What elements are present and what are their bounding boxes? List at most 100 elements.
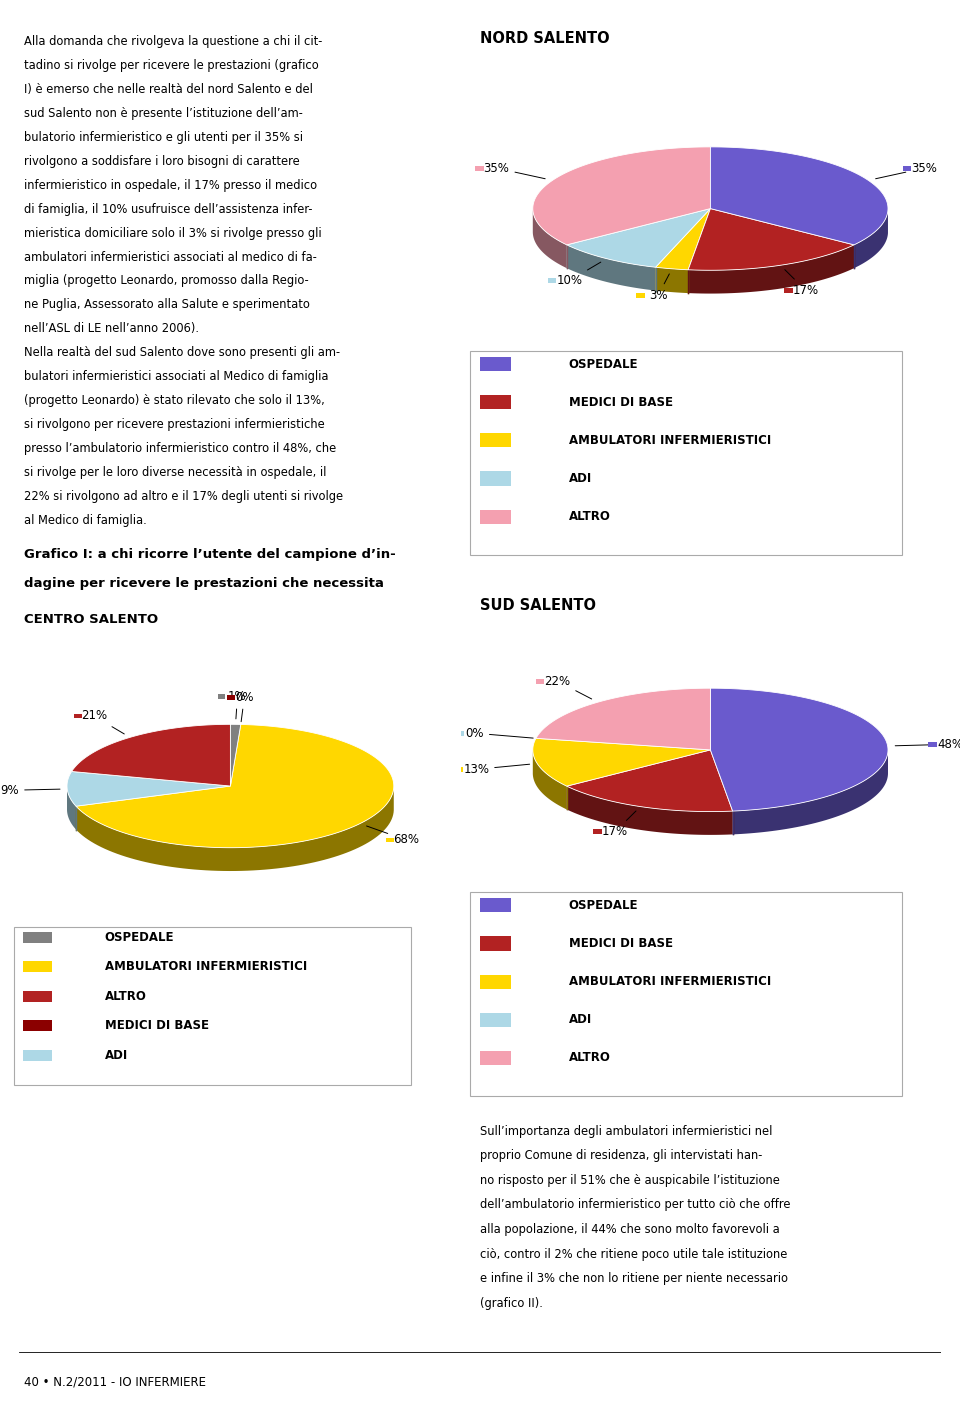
Text: ne Puglia, Assessorato alla Salute e sperimentato: ne Puglia, Assessorato alla Salute e spe…: [24, 298, 310, 311]
Bar: [548, 278, 557, 283]
Text: 35%: 35%: [876, 162, 937, 179]
Text: alla popolazione, il 44% che sono molto favorevoli a: alla popolazione, il 44% che sono molto …: [480, 1223, 780, 1236]
Polygon shape: [536, 688, 710, 749]
Polygon shape: [533, 146, 710, 245]
Polygon shape: [710, 146, 888, 245]
Bar: [475, 166, 484, 170]
Bar: [227, 695, 235, 700]
Bar: [480, 433, 511, 447]
Text: 13%: 13%: [463, 763, 530, 776]
Bar: [784, 288, 793, 292]
Text: 0%: 0%: [235, 690, 253, 721]
Text: tadino si rivolge per ricevere le prestazioni (grafico: tadino si rivolge per ricevere le presta…: [24, 59, 319, 72]
Text: di famiglia, il 10% usufruisce dell’assistenza infer-: di famiglia, il 10% usufruisce dell’assi…: [24, 202, 313, 215]
Text: OSPEDALE: OSPEDALE: [568, 357, 638, 371]
Text: ALTRO: ALTRO: [105, 990, 147, 1002]
Text: mieristica domiciliare solo il 3% si rivolge presso gli: mieristica domiciliare solo il 3% si riv…: [24, 226, 322, 239]
Text: 1%: 1%: [228, 690, 247, 718]
Text: 0%: 0%: [466, 727, 533, 740]
Bar: [480, 471, 511, 485]
Text: AMBULATORI INFERMIERISTICI: AMBULATORI INFERMIERISTICI: [105, 960, 307, 973]
Polygon shape: [732, 749, 888, 834]
Polygon shape: [533, 751, 566, 810]
Polygon shape: [67, 772, 230, 806]
Text: SUD SALENTO: SUD SALENTO: [480, 598, 596, 613]
Text: sud Salento non è presente l’istituzione dell’am-: sud Salento non è presente l’istituzione…: [24, 107, 302, 120]
Text: CENTRO SALENTO: CENTRO SALENTO: [24, 613, 158, 626]
Polygon shape: [656, 267, 688, 292]
Bar: [536, 679, 544, 683]
Bar: [23, 962, 52, 972]
Polygon shape: [533, 738, 710, 786]
Bar: [480, 395, 511, 409]
Polygon shape: [566, 749, 732, 811]
Text: al Medico di famiglia.: al Medico di famiglia.: [24, 513, 147, 527]
Text: MEDICI DI BASE: MEDICI DI BASE: [105, 1019, 208, 1032]
Text: 17%: 17%: [785, 270, 819, 297]
Bar: [480, 1050, 511, 1064]
Text: 17%: 17%: [602, 811, 636, 838]
Polygon shape: [854, 209, 888, 269]
Polygon shape: [230, 724, 241, 786]
Text: dagine per ricevere le prestazioni che necessita: dagine per ricevere le prestazioni che n…: [24, 578, 384, 591]
Text: 68%: 68%: [367, 825, 420, 846]
Text: 21%: 21%: [81, 710, 124, 734]
Text: (grafico II).: (grafico II).: [480, 1296, 542, 1309]
Bar: [23, 932, 52, 942]
Bar: [480, 974, 511, 988]
Bar: [386, 838, 395, 842]
Text: bulatorio infermieristico e gli utenti per il 35% si: bulatorio infermieristico e gli utenti p…: [24, 131, 303, 143]
Polygon shape: [566, 245, 656, 291]
Text: OSPEDALE: OSPEDALE: [105, 931, 174, 943]
Text: 48%: 48%: [896, 738, 960, 751]
Bar: [456, 731, 465, 735]
Text: Grafico I: a chi ricorre l’utente del campione d’in-: Grafico I: a chi ricorre l’utente del ca…: [24, 548, 396, 561]
Text: 22% si rivolgono ad altro e il 17% degli utenti si rivolge: 22% si rivolgono ad altro e il 17% degli…: [24, 489, 343, 503]
Text: 40 • N.2/2011 - IO INFERMIERE: 40 • N.2/2011 - IO INFERMIERE: [24, 1375, 206, 1388]
Polygon shape: [710, 688, 888, 811]
Text: infermieristico in ospedale, il 17% presso il medico: infermieristico in ospedale, il 17% pres…: [24, 179, 317, 191]
Bar: [74, 713, 82, 718]
Text: MEDICI DI BASE: MEDICI DI BASE: [568, 395, 673, 409]
Bar: [480, 357, 511, 371]
Text: Sull’importanza degli ambulatori infermieristici nel: Sull’importanza degli ambulatori infermi…: [480, 1125, 773, 1137]
Bar: [455, 766, 464, 772]
Text: AMBULATORI INFERMIERISTICI: AMBULATORI INFERMIERISTICI: [568, 976, 771, 988]
Bar: [480, 898, 511, 912]
Polygon shape: [656, 208, 710, 270]
Text: ciò, contro il 2% che ritiene poco utile tale istituzione: ciò, contro il 2% che ritiene poco utile…: [480, 1247, 787, 1261]
Text: OSPEDALE: OSPEDALE: [568, 898, 638, 912]
Text: (progetto Leonardo) è stato rilevato che solo il 13%,: (progetto Leonardo) è stato rilevato che…: [24, 394, 324, 408]
Polygon shape: [566, 208, 710, 267]
FancyBboxPatch shape: [470, 352, 902, 555]
Text: presso l’ambulatorio infermieristico contro il 48%, che: presso l’ambulatorio infermieristico con…: [24, 441, 336, 456]
Text: ADI: ADI: [105, 1049, 128, 1062]
Text: e infine il 3% che non lo ritiene per niente necessario: e infine il 3% che non lo ritiene per ni…: [480, 1272, 788, 1285]
Bar: [593, 830, 602, 834]
Polygon shape: [688, 208, 854, 270]
Polygon shape: [533, 208, 566, 269]
Text: rivolgono a soddisfare i loro bisogni di carattere: rivolgono a soddisfare i loro bisogni di…: [24, 155, 300, 167]
Text: proprio Comune di residenza, gli intervistati han-: proprio Comune di residenza, gli intervi…: [480, 1149, 762, 1163]
Bar: [902, 166, 911, 170]
Text: nell’ASL di LE nell’anno 2006).: nell’ASL di LE nell’anno 2006).: [24, 322, 199, 335]
Bar: [23, 1021, 52, 1031]
Bar: [480, 1012, 511, 1026]
Bar: [23, 991, 52, 1001]
Bar: [480, 509, 511, 523]
Bar: [23, 1050, 52, 1060]
Bar: [636, 292, 645, 298]
Text: ALTRO: ALTRO: [568, 510, 611, 523]
Polygon shape: [67, 786, 76, 830]
Polygon shape: [688, 245, 854, 294]
Bar: [928, 742, 937, 747]
Text: AMBULATORI INFERMIERISTICI: AMBULATORI INFERMIERISTICI: [568, 434, 771, 447]
Text: ADI: ADI: [568, 472, 592, 485]
Text: Nella realtà del sud Salento dove sono presenti gli am-: Nella realtà del sud Salento dove sono p…: [24, 346, 340, 360]
Polygon shape: [76, 787, 394, 870]
Text: no risposto per il 51% che è auspicabile l’istituzione: no risposto per il 51% che è auspicabile…: [480, 1174, 780, 1187]
Text: I) è emerso che nelle realtà del nord Salento e del: I) è emerso che nelle realtà del nord Sa…: [24, 83, 313, 96]
Text: 35%: 35%: [484, 162, 545, 179]
Text: 10%: 10%: [557, 262, 601, 287]
FancyBboxPatch shape: [14, 927, 412, 1085]
